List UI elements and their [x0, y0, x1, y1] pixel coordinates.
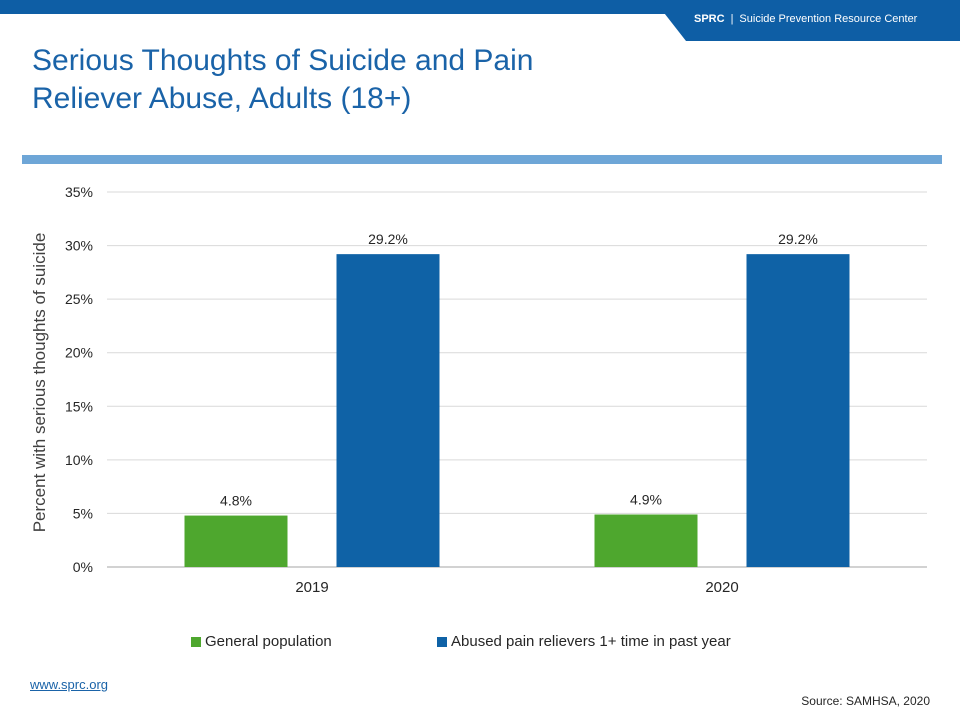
- x-tick-label: 2019: [295, 579, 328, 596]
- brand-name: Suicide Prevention Resource Center: [739, 13, 918, 25]
- y-tick-label: 15%: [65, 398, 93, 414]
- data-label: 29.2%: [368, 231, 408, 247]
- source-note: Source: SAMHSA, 2020: [801, 694, 930, 708]
- title-line-1: Serious Thoughts of Suicide and Pain: [32, 44, 534, 77]
- bar: [336, 254, 440, 567]
- y-tick-label: 5%: [73, 505, 93, 521]
- y-tick-label: 30%: [65, 238, 93, 254]
- brand-text: SPRC | Suicide Prevention Resource Center: [694, 13, 917, 25]
- brand-separator: |: [730, 13, 734, 25]
- y-tick-label: 20%: [65, 345, 93, 361]
- brand-tab: SPRC | Suicide Prevention Resource Center: [654, 0, 960, 41]
- data-label: 29.2%: [778, 231, 818, 247]
- sprc-website-link[interactable]: www.sprc.org: [30, 677, 109, 692]
- x-tick-label: 2020: [705, 579, 738, 596]
- y-tick-label: 25%: [65, 291, 93, 307]
- y-tick-label: 0%: [73, 559, 93, 575]
- bar: [594, 514, 698, 567]
- legend-item: General population: [191, 633, 332, 650]
- data-label: 4.9%: [630, 492, 662, 508]
- brand-tab-polygon: [654, 0, 960, 41]
- legend-label: Abused pain relievers 1+ time in past ye…: [451, 633, 731, 650]
- legend-item: Abused pain relievers 1+ time in past ye…: [437, 633, 731, 650]
- brand-abbr: SPRC: [694, 13, 725, 25]
- legend-swatch: [191, 636, 201, 647]
- bar: [184, 515, 288, 567]
- legend-label: General population: [205, 633, 332, 650]
- y-tick-label: 10%: [65, 452, 93, 468]
- legend: General population Abused pain relievers …: [0, 633, 960, 653]
- legend-swatch: [437, 636, 447, 647]
- page-title: Serious Thoughts of Suicide and Pain Rel…: [32, 42, 652, 118]
- y-tick-label: 35%: [65, 184, 93, 200]
- title-rule: [22, 155, 942, 164]
- bar: [746, 254, 850, 567]
- title-line-2: Reliever Abuse, Adults (18+): [32, 82, 412, 115]
- brand-tab-shape: [654, 0, 960, 41]
- y-axis-title: Percent with serious thoughts of suicide: [30, 233, 49, 533]
- data-label: 4.8%: [220, 493, 252, 509]
